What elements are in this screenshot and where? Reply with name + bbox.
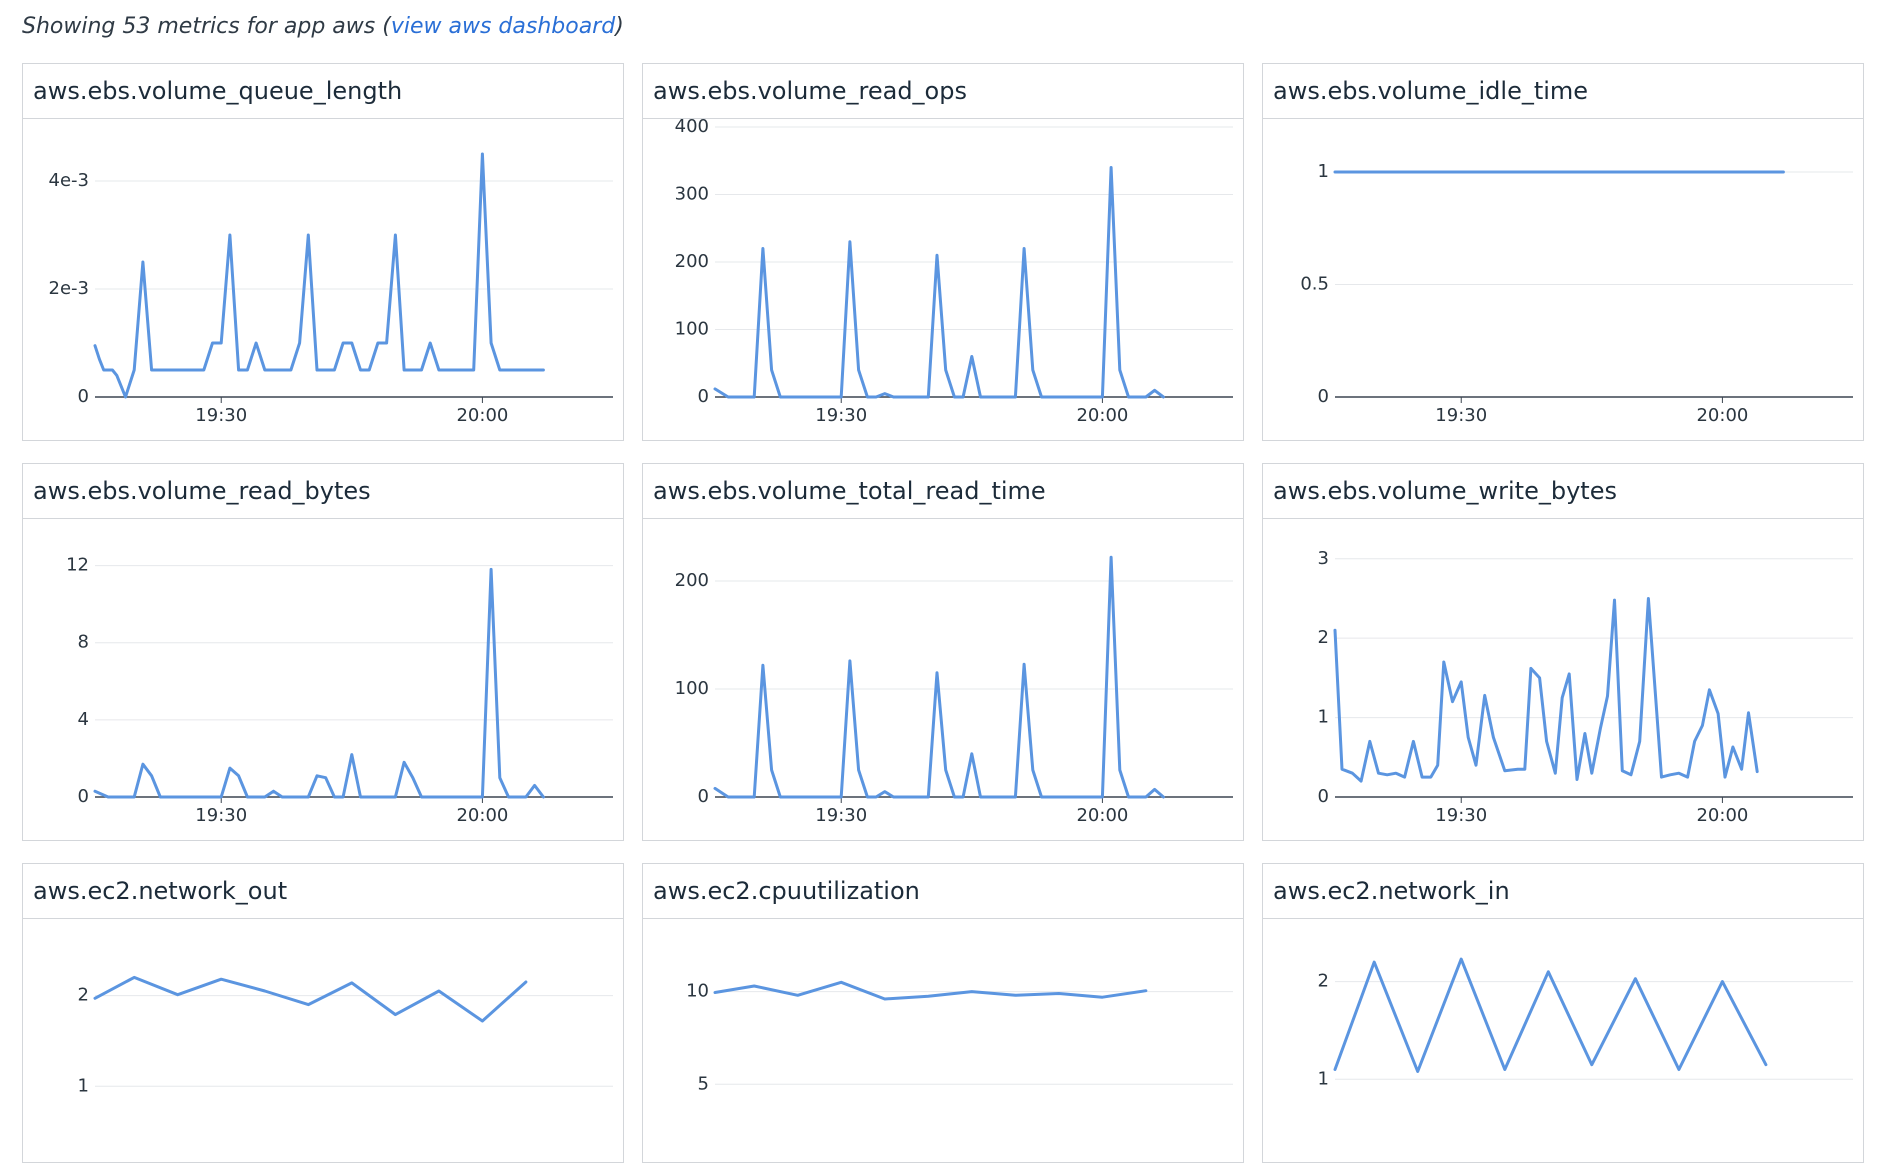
y-tick-label: 10 xyxy=(686,981,709,1002)
series-line xyxy=(1333,597,1759,783)
y-tick-label: 400 xyxy=(675,119,709,137)
metric-panel[interactable]: aws.ebs.volume_total_read_time 0 100 200 19… xyxy=(642,463,1244,841)
x-tick-label: 19:30 xyxy=(1435,805,1487,826)
y-tick-label: 0.5 xyxy=(1300,274,1329,295)
x-tick-label: 20:00 xyxy=(456,405,508,426)
y-tick-label: 2 xyxy=(78,985,89,1006)
y-tick-label: 1 xyxy=(1318,707,1329,728)
panel-title: aws.ec2.cpuutilization xyxy=(643,864,1243,919)
y-tick-label: 0 xyxy=(1318,786,1329,807)
panel-title: aws.ebs.volume_read_bytes xyxy=(23,464,623,519)
y-tick-label: 0 xyxy=(78,386,89,407)
x-tick-label: 20:00 xyxy=(1696,805,1748,826)
y-tick-label: 12 xyxy=(66,555,89,576)
y-tick-label: 0 xyxy=(698,786,709,807)
y-tick-label: 0 xyxy=(698,386,709,407)
series-line xyxy=(1333,957,1768,1073)
y-tick-label: 0 xyxy=(78,786,89,807)
metrics-summary: Showing 53 metrics for app aws (view aws… xyxy=(22,14,624,39)
view-dashboard-link[interactable]: view aws dashboard xyxy=(390,14,616,39)
line-chart: 0 1 2 3 19:30 20:00 xyxy=(1318,548,1853,826)
line-chart: 5 10 xyxy=(686,980,1233,1094)
y-tick-label: 100 xyxy=(675,319,709,340)
y-tick-label: 0 xyxy=(1318,386,1329,407)
metrics-summary-suffix: ) xyxy=(615,14,624,39)
y-tick-label: 1 xyxy=(1318,161,1329,182)
line-chart: 0 4 8 12 19:30 20:00 xyxy=(66,555,613,826)
panel-title: aws.ebs.volume_write_bytes xyxy=(1263,464,1863,519)
y-tick-label: 5 xyxy=(698,1073,709,1094)
y-tick-label: 3 xyxy=(1318,548,1329,569)
y-tick-label: 100 xyxy=(675,678,709,699)
metric-panel[interactable]: aws.ebs.volume_write_bytes 0 1 2 3 19:30 20:0… xyxy=(1262,463,1864,841)
x-tick-label: 20:00 xyxy=(1696,405,1748,426)
line-chart: 0 0.5 1 19:30 20:00 xyxy=(1300,161,1853,426)
series-line xyxy=(93,975,528,1023)
y-tick-label: 200 xyxy=(675,570,709,591)
panel-title: aws.ebs.volume_read_ops xyxy=(643,64,1243,119)
line-chart: 0 100 200 19:30 20:00 xyxy=(675,555,1233,826)
y-tick-label: 2 xyxy=(1318,627,1329,648)
metric-panel[interactable]: aws.ebs.volume_idle_time 0 0.5 1 19:30 20:00 xyxy=(1262,63,1864,441)
y-tick-label: 300 xyxy=(675,184,709,205)
series-line xyxy=(713,166,1165,399)
panel-title: aws.ec2.network_in xyxy=(1263,864,1863,919)
series-line xyxy=(713,555,1165,799)
y-tick-label: 2 xyxy=(1318,971,1329,992)
x-tick-label: 19:30 xyxy=(1435,405,1487,426)
series-line xyxy=(93,152,545,399)
x-tick-label: 20:00 xyxy=(1076,805,1128,826)
y-tick-label: 8 xyxy=(78,632,89,653)
x-tick-label: 19:30 xyxy=(815,405,867,426)
series-line xyxy=(93,567,545,799)
metric-panel[interactable]: aws.ebs.volume_read_ops 0 100 200 300 400 19:… xyxy=(642,63,1244,441)
panel-title: aws.ebs.volume_idle_time xyxy=(1263,64,1863,119)
y-tick-label: 4 xyxy=(78,709,89,730)
metric-panel[interactable]: aws.ebs.volume_queue_length 0 2e-3 4e-3 19:… xyxy=(22,63,624,441)
x-tick-label: 19:30 xyxy=(195,805,247,826)
panel-title: aws.ebs.volume_total_read_time xyxy=(643,464,1243,519)
line-chart: 12 xyxy=(1318,957,1853,1089)
x-tick-label: 20:00 xyxy=(456,805,508,826)
y-tick-label: 4e-3 xyxy=(49,170,89,191)
x-tick-label: 19:30 xyxy=(195,405,247,426)
line-chart: 0 100 200 300 400 19:30 20:00 xyxy=(675,119,1233,426)
line-chart: 12 xyxy=(78,975,613,1096)
x-tick-label: 19:30 xyxy=(815,805,867,826)
y-tick-label: 1 xyxy=(78,1075,89,1096)
panel-title: aws.ebs.volume_queue_length xyxy=(23,64,623,119)
metric-panel[interactable]: aws.ec2.cpuutilization 5 10 xyxy=(642,863,1244,1163)
panel-title: aws.ec2.network_out xyxy=(23,864,623,919)
metric-panel[interactable]: aws.ebs.volume_read_bytes 0 4 8 12 19:30 20:0… xyxy=(22,463,624,841)
y-tick-label: 1 xyxy=(1318,1068,1329,1089)
series-line xyxy=(713,980,1148,1001)
x-tick-label: 20:00 xyxy=(1076,405,1128,426)
metrics-summary-prefix: Showing 53 metrics for app aws ( xyxy=(22,14,391,39)
line-chart: 0 2e-3 4e-3 19:30 20:00 xyxy=(49,152,613,426)
y-tick-label: 2e-3 xyxy=(49,278,89,299)
y-tick-label: 200 xyxy=(675,251,709,272)
